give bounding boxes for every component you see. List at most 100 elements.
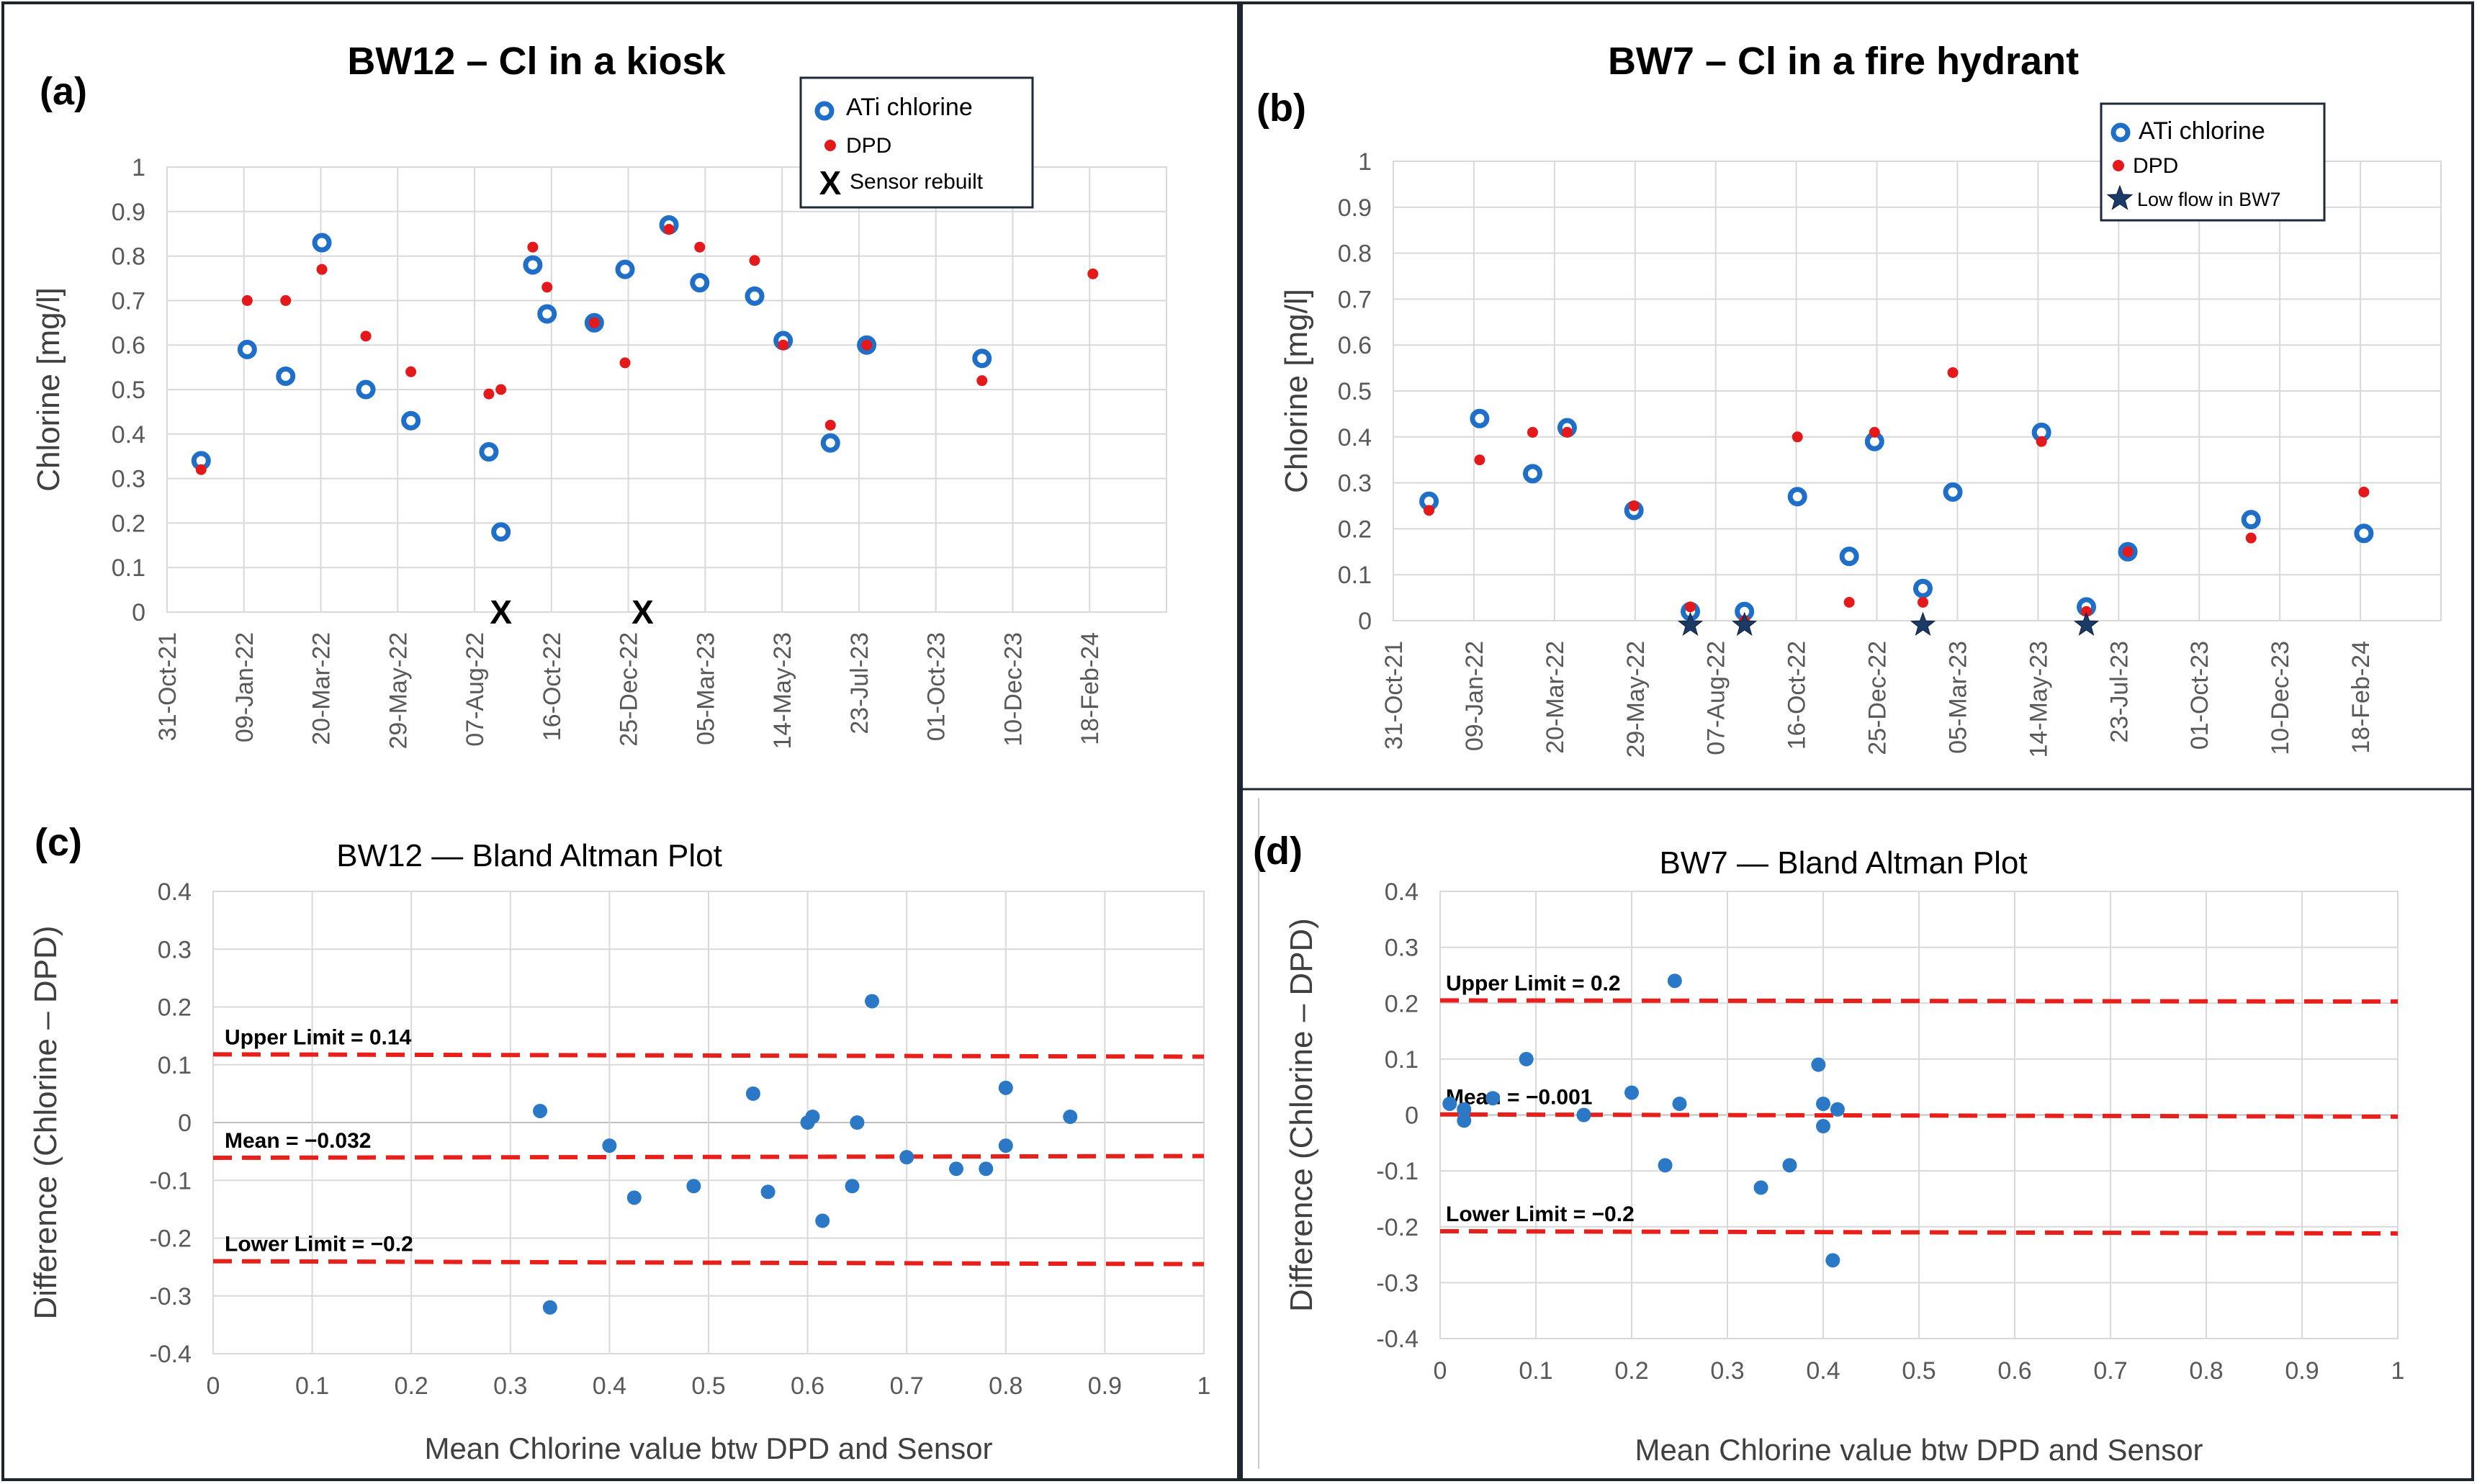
dpd-point <box>1869 426 1880 438</box>
ati-chlorine-point <box>1943 482 1963 502</box>
dpd-point <box>1424 505 1435 516</box>
panel-label-d: (d) <box>1253 829 1303 873</box>
reference-line-label: Lower Limit = −0.2 <box>1446 1202 1635 1226</box>
bland-altman-point <box>1624 1085 1639 1100</box>
x-tick-label: 31-Oct-21 <box>1380 641 1408 750</box>
plot-area-border <box>166 166 1167 613</box>
dpd-point <box>360 330 372 342</box>
dpd-point <box>663 224 675 235</box>
bland-altman-point <box>760 1184 776 1200</box>
bland-altman-point <box>865 994 880 1009</box>
dpd-point <box>2081 606 2092 617</box>
legend-marker-ati-b <box>2110 122 2131 143</box>
y-tick-label: -0.2 <box>149 1226 192 1253</box>
bland-altman-point <box>949 1161 963 1177</box>
x-tick-label: 29-May-22 <box>385 632 412 750</box>
x-tick-label: 05-Mar-23 <box>692 632 719 745</box>
bland-altman-point <box>1576 1107 1591 1123</box>
reference-lines-d: Upper Limit = 0.2 Mean = −0.001 Lower Limi… <box>1439 971 2399 1236</box>
dpd-point <box>976 375 988 387</box>
x-tick-label: 10-Dec-23 <box>999 632 1027 747</box>
y-tick-label: 0.2 <box>158 994 192 1022</box>
plot-area-border <box>212 891 1205 1354</box>
reference-line <box>212 1154 1205 1160</box>
reference-line-label: Lower Limit = −0.2 <box>225 1233 413 1256</box>
ati-chlorine-point <box>745 286 765 306</box>
legend-a: ATi chlorine DPD X Sensor rebuilt <box>799 76 1034 209</box>
x-tick-label: 0.7 <box>890 1372 924 1400</box>
legend-marker-dpd-a <box>824 140 836 151</box>
x-tick-label: 0.8 <box>2189 1357 2223 1385</box>
dpd-point <box>527 241 539 253</box>
reference-line <box>1439 998 2399 1004</box>
dpd-point <box>1527 426 1538 438</box>
legend-label-low-flow-b: Low flow in BW7 <box>2137 189 2281 210</box>
y-tick-labels-c: -0.4 -0.3 -0.2 -0.1 0 0.1 0.2 0.3 0.4 <box>149 878 192 1368</box>
x-tick-label: 07-Aug-22 <box>462 632 489 747</box>
chart-title-d: BW7 — Bland Altman Plot <box>1659 845 2027 881</box>
ati-chlorine-point <box>820 433 840 453</box>
y-tick-label: -0.4 <box>149 1341 192 1368</box>
legend-marker-ati-a <box>814 101 835 121</box>
panel-d: (d) BW7 — Bland Altman Plot -0.4 -0.3 -0.2… <box>1253 829 2404 1467</box>
x-tick-label: 0.4 <box>1806 1357 1840 1385</box>
y-tick-label: 0.6 <box>112 332 145 359</box>
gridlines-b <box>1393 161 2442 621</box>
x-tick-label: 0 <box>1434 1357 1447 1385</box>
y-tick-label: 1 <box>1358 148 1372 176</box>
bland-altman-point <box>533 1103 548 1118</box>
dpd-point <box>316 264 328 275</box>
x-tick-label: 16-Oct-22 <box>539 632 566 741</box>
data-points-b <box>1419 366 2374 636</box>
ati-chlorine-point <box>312 233 332 253</box>
y-tick-label: 0.2 <box>112 510 145 537</box>
gridlines-c <box>212 891 1205 1354</box>
x-tick-label: 0.6 <box>1997 1357 2031 1385</box>
dpd-point <box>778 339 789 351</box>
x-tick-label: 0.8 <box>989 1372 1022 1400</box>
y-tick-labels-d: -0.4 -0.3 -0.2 -0.1 0 0.1 0.2 0.3 0.4 <box>1376 878 1419 1353</box>
y-tick-label: 0 <box>1405 1102 1419 1130</box>
ati-chlorine-point <box>491 522 511 542</box>
ati-chlorine-point <box>479 442 499 462</box>
legend-box-a <box>799 76 1034 209</box>
reference-line-label: Upper Limit = 0.14 <box>225 1025 412 1049</box>
bland-altman-point <box>602 1138 617 1154</box>
bland-altman-point <box>745 1086 760 1101</box>
dpd-point <box>483 388 495 400</box>
x-tick-label: 01-Oct-23 <box>923 632 950 741</box>
ati-chlorine-point <box>690 273 710 293</box>
y-tick-labels-a: 0 0.1 0.2 0.3 0.4 0.5 0.6 0.7 0.8 0.9 1 <box>112 154 145 626</box>
panel-label-c: (c) <box>35 821 82 864</box>
x-tick-label: 07-Aug-22 <box>1703 641 1730 755</box>
panel-label-a: (a) <box>40 70 87 113</box>
y-tick-label: 0.3 <box>1338 470 1372 498</box>
data-points-d <box>1442 973 1845 1268</box>
x-tick-label: 0.1 <box>295 1372 329 1400</box>
x-tick-label: 1 <box>1197 1372 1211 1400</box>
bland-altman-point <box>1830 1102 1845 1117</box>
bland-altman-point <box>1063 1109 1078 1124</box>
y-tick-label: -0.4 <box>1376 1326 1419 1353</box>
bland-altman-point <box>850 1115 865 1130</box>
y-axis-label-d: Difference (Chlorine – DPD) <box>1284 918 1319 1312</box>
y-tick-label: 0.3 <box>1385 935 1419 962</box>
reference-line-label: Upper Limit = 0.2 <box>1446 971 1621 995</box>
dpd-point <box>1685 601 1696 613</box>
dpd-point <box>280 294 292 306</box>
y-tick-labels-b: 0 0.1 0.2 0.3 0.4 0.5 0.6 0.7 0.8 0.9 1 <box>1338 148 1372 635</box>
x-axis-label-c: Mean Chlorine value btw DPD and Sensor <box>424 1431 992 1465</box>
x-tick-label: 18-Feb-24 <box>2347 641 2375 754</box>
x-tick-label: 0.9 <box>2285 1357 2319 1385</box>
dpd-point <box>405 366 417 377</box>
x-tick-label: 0.7 <box>2093 1357 2127 1385</box>
bland-altman-point <box>1442 1096 1457 1111</box>
legend-label-ati-b: ATi chlorine <box>2139 117 2265 145</box>
bland-altman-point <box>1672 1096 1687 1111</box>
y-tick-label: 0.3 <box>112 466 145 493</box>
x-tick-label: 14-May-23 <box>2025 641 2052 758</box>
x-tick-label: 01-Oct-23 <box>2186 641 2213 750</box>
right-panel-frame <box>1240 1 2474 1481</box>
ati-chlorine-point <box>237 339 257 359</box>
legend-box-b <box>2100 102 2326 222</box>
